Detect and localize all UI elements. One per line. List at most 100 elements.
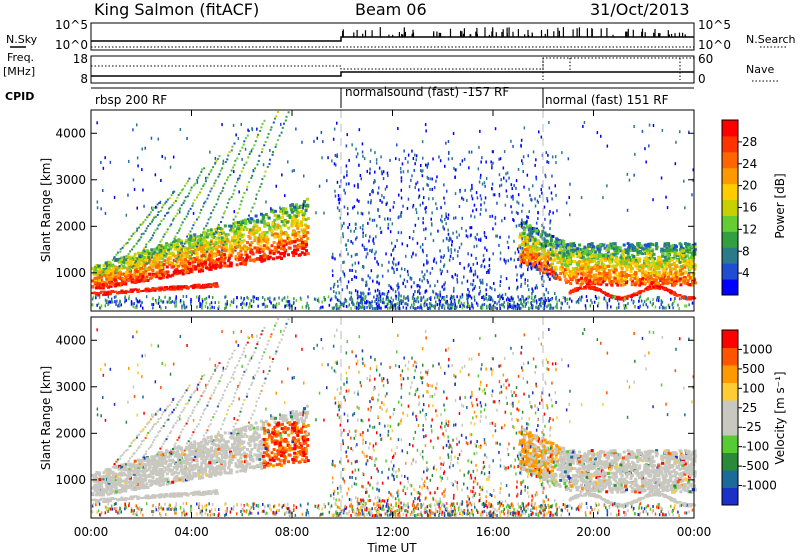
power-cell [132, 265, 135, 267]
power-cell [466, 305, 468, 309]
power-cell [282, 254, 286, 258]
power-cell [424, 273, 426, 277]
power-cell [237, 245, 241, 249]
power-cell [469, 226, 471, 230]
power-cell [212, 247, 216, 251]
power-cell [448, 238, 450, 242]
power-cell [632, 256, 635, 260]
power-cell [505, 172, 507, 176]
power-cell [528, 224, 532, 228]
power-cell [172, 201, 175, 204]
power-cell [365, 299, 368, 303]
power-cell [148, 258, 151, 261]
power-cell [567, 246, 571, 250]
power-cell [477, 167, 480, 171]
cpid-label: CPID [5, 90, 34, 103]
power-cell [343, 274, 346, 278]
power-cell [336, 306, 338, 310]
power-cell [370, 269, 373, 273]
power-cell [174, 244, 178, 247]
power-cell [607, 270, 611, 274]
power-cell [543, 299, 545, 303]
power-cell [210, 235, 214, 239]
power-cell [107, 261, 111, 265]
power-cell [644, 257, 647, 261]
power-cell [281, 126, 284, 129]
power-cell [571, 291, 575, 294]
power-cell [667, 248, 671, 252]
power-cell [129, 276, 133, 280]
power-cell [466, 279, 469, 283]
power-cell [241, 233, 244, 236]
power-cell [406, 244, 409, 248]
power-cell [180, 248, 183, 251]
power-cell [438, 307, 440, 310]
power-cell [209, 231, 213, 235]
power-cell [498, 173, 501, 177]
power-cell [396, 239, 398, 242]
power-cell [203, 202, 206, 205]
power-cell [625, 260, 629, 264]
power-cell [510, 183, 513, 187]
power-cell [210, 242, 214, 246]
power-cell [260, 182, 263, 185]
power-cell [676, 273, 680, 277]
power-cell [577, 278, 581, 282]
power-cell [370, 199, 372, 203]
power-cell [378, 186, 380, 190]
power-cell [668, 268, 672, 272]
power-cell [656, 273, 660, 277]
power-cell [400, 231, 403, 235]
power-cell [342, 235, 344, 239]
power-cell [375, 235, 377, 239]
power-cell [166, 270, 170, 274]
power-cell [404, 157, 407, 160]
power-cell [488, 306, 491, 310]
power-cell [546, 244, 550, 247]
power-cell [442, 239, 445, 243]
power-cell [588, 267, 592, 271]
power-cell [343, 221, 345, 225]
power-cell [513, 239, 515, 243]
power-cell [305, 243, 308, 247]
power-cell [212, 237, 215, 240]
power-cell [417, 284, 420, 288]
power-cell [596, 266, 600, 270]
power-cell [670, 280, 673, 284]
power-cell [113, 275, 117, 279]
power-cell [693, 248, 697, 251]
power-cell [386, 171, 389, 175]
power-cell [151, 209, 154, 212]
power-cell [105, 284, 109, 288]
power-cell [274, 234, 278, 238]
power-cell [442, 288, 445, 292]
power-cell [191, 260, 195, 264]
power-cell [461, 159, 464, 163]
power-cell [486, 271, 488, 274]
power-cell [603, 246, 607, 250]
power-cell [549, 248, 552, 251]
power-cell [592, 266, 596, 270]
power-cell [491, 182, 494, 186]
power-cell [469, 188, 472, 192]
power-cell [334, 153, 337, 157]
power-cell [129, 272, 133, 276]
power-cell [446, 269, 449, 273]
power-cell [191, 253, 193, 256]
power-cell [445, 215, 447, 219]
power-cell [191, 239, 195, 242]
power-cell [378, 289, 381, 293]
nsky-tick-bottom: 10^0 [55, 38, 88, 52]
power-cell [260, 240, 264, 244]
power-cell [582, 259, 586, 263]
power-cell [601, 291, 604, 293]
power-cell [185, 255, 189, 258]
power-cell [544, 217, 546, 221]
power-cell [471, 186, 473, 190]
power-cell [533, 236, 537, 240]
power-cell [680, 264, 684, 268]
power-cell [233, 189, 236, 192]
power-cell [242, 233, 246, 237]
power-cell [362, 231, 364, 235]
power-cell [569, 282, 573, 285]
